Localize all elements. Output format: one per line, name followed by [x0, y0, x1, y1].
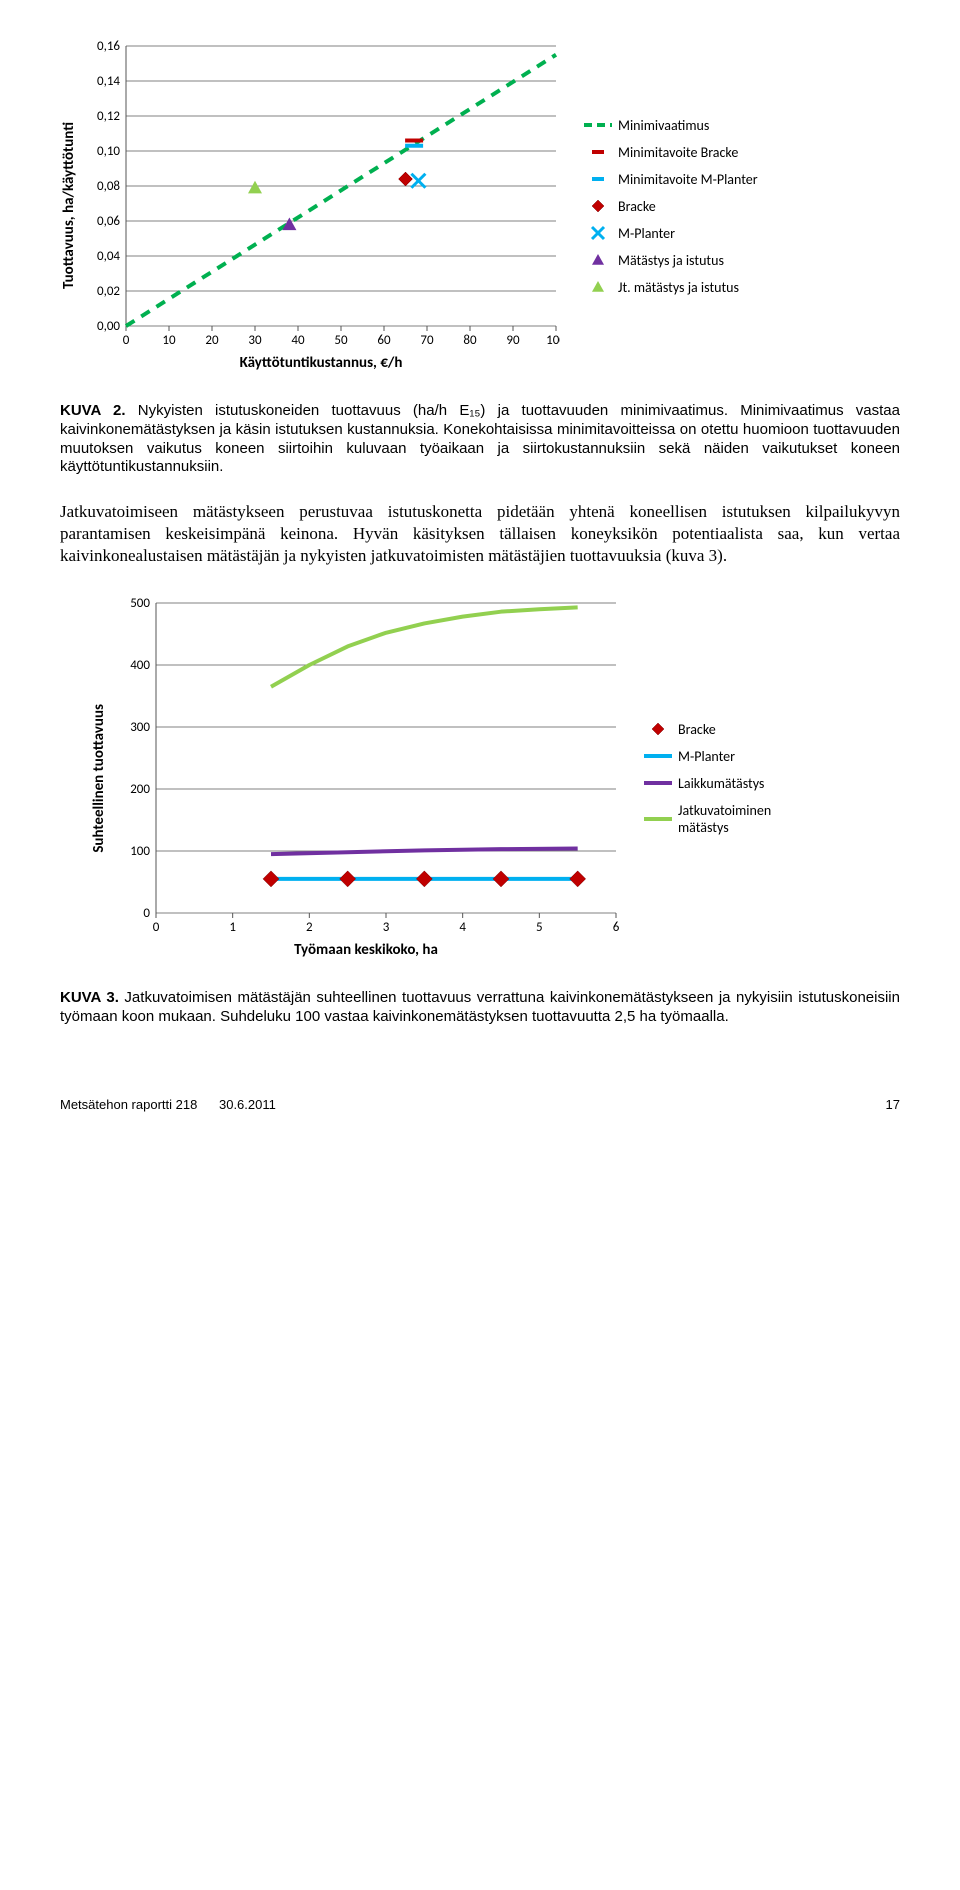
chart2-xlabel: Työmaan keskikoko, ha: [294, 941, 438, 959]
svg-text:200: 200: [130, 782, 150, 797]
chart1-ylabel: Tuottavuus, ha/käyttötunti: [60, 122, 78, 289]
legend-item: Minimitavoite M-Planter: [584, 171, 758, 188]
svg-text:0,04: 0,04: [97, 249, 120, 264]
chart2-plot: 0 100 200 300 400 500 0 1 2 3 4 5 6: [112, 597, 620, 937]
svg-text:80: 80: [463, 333, 477, 348]
svg-text:0: 0: [123, 333, 130, 348]
svg-text:50: 50: [334, 333, 348, 348]
svg-text:0,00: 0,00: [97, 319, 120, 334]
svg-text:1: 1: [229, 920, 236, 935]
caption2-text: Jatkuvatoimisen mätästäjän suhteellinen …: [60, 989, 900, 1025]
footer-page: 17: [886, 1097, 900, 1112]
svg-text:10: 10: [162, 333, 176, 348]
body-paragraph: Jatkuvatoimiseen mätästykseen perustuvaa…: [60, 501, 900, 567]
legend-item: Minimitavoite Bracke: [584, 144, 758, 161]
svg-text:40: 40: [291, 333, 305, 348]
svg-text:60: 60: [377, 333, 391, 348]
svg-text:90: 90: [506, 333, 520, 348]
caption-2: KUVA 3. Jatkuvatoimisen mätästäjän suhte…: [60, 989, 900, 1027]
svg-text:0,06: 0,06: [97, 214, 120, 229]
svg-text:6: 6: [613, 920, 620, 935]
chart2-legend: Bracke M-Planter Laikkumätästys Jatkuvatoim…: [644, 711, 818, 846]
svg-text:400: 400: [130, 658, 150, 673]
svg-text:30: 30: [248, 333, 262, 348]
chart2-ylabel: Suhteellinen tuottavuus: [90, 704, 108, 853]
svg-text:0: 0: [143, 906, 150, 921]
legend-item: Jatkuvatoiminen mätästys: [644, 802, 818, 836]
svg-text:5: 5: [536, 920, 543, 935]
svg-text:0: 0: [153, 920, 160, 935]
chart1-xlabel: Käyttötuntikustannus, €/h: [240, 354, 403, 372]
svg-text:100: 100: [130, 844, 150, 859]
caption1-prefix: KUVA 2.: [60, 402, 126, 419]
legend-item: M-Planter: [584, 225, 758, 242]
chart1-legend: Minimivaatimus Minimitavoite Bracke Minimi…: [584, 107, 758, 306]
footer-left: Metsätehon raportti 218 30.6.2011: [60, 1097, 276, 1112]
chart-1: Tuottavuus, ha/käyttötunti 0,000,020,040…: [60, 40, 900, 372]
svg-text:0,14: 0,14: [97, 74, 120, 89]
svg-text:4: 4: [459, 920, 466, 935]
svg-text:500: 500: [130, 597, 150, 611]
chart1-plot: 0,00 0,02 0,04 0,06 0,08 0,10 0,12 0,14 0,16 0 10 2…: [82, 40, 560, 350]
svg-text:20: 20: [205, 333, 219, 348]
svg-text:0,10: 0,10: [97, 144, 120, 159]
chart-2: Suhteellinen tuottavuus 0100200300400500…: [90, 597, 900, 959]
legend-item: Mätästys ja istutus: [584, 252, 758, 269]
legend-item: Jt. mätästys ja istutus: [584, 279, 758, 296]
legend-item: Bracke: [584, 198, 758, 215]
svg-text:0,02: 0,02: [97, 284, 120, 299]
svg-text:100: 100: [546, 333, 560, 348]
page-footer: Metsätehon raportti 218 30.6.2011 17: [60, 1097, 900, 1112]
caption2-prefix: KUVA 3.: [60, 989, 119, 1006]
legend-item: M-Planter: [644, 748, 818, 765]
svg-text:300: 300: [130, 720, 150, 735]
svg-text:0,08: 0,08: [97, 179, 120, 194]
svg-text:2: 2: [306, 920, 313, 935]
svg-text:70: 70: [420, 333, 434, 348]
legend-item: Minimivaatimus: [584, 117, 758, 134]
svg-text:0,16: 0,16: [97, 40, 120, 54]
svg-text:0,12: 0,12: [97, 109, 120, 124]
legend-item: Bracke: [644, 721, 818, 738]
caption-1: KUVA 2. Nykyisten istutuskoneiden tuotta…: [60, 402, 900, 477]
svg-text:3: 3: [383, 920, 390, 935]
caption1-text: Nykyisten istutuskoneiden tuottavuus (ha…: [60, 402, 900, 475]
legend-item: Laikkumätästys: [644, 775, 818, 792]
